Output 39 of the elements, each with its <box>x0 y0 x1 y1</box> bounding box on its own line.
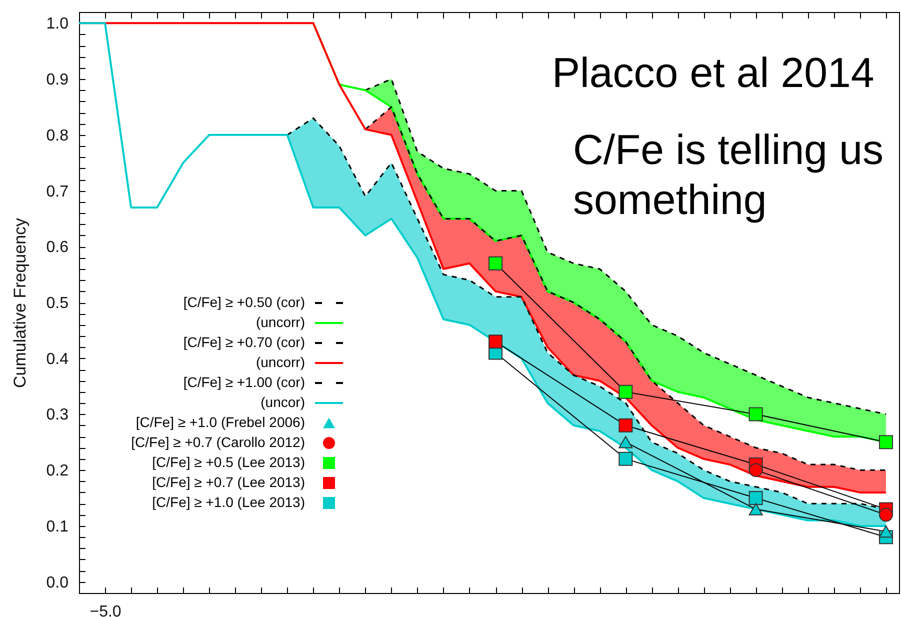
y-tick-label: 0.4 <box>46 350 69 368</box>
y-tick-label: 0.7 <box>46 183 69 200</box>
legend-label: [C/Fe] ≥ +1.0 (Frebel 2006) <box>136 414 305 430</box>
point <box>748 407 763 422</box>
point <box>878 525 893 538</box>
point <box>878 435 893 450</box>
y-tick-label: 0.5 <box>46 295 69 312</box>
point <box>618 436 633 448</box>
point <box>748 463 763 478</box>
point <box>878 508 893 522</box>
legend-label: [C/Fe] ≥ +1.0 (Lee 2013) <box>152 494 305 510</box>
legend-label: [C/Fe] ≥ +0.5 (Lee 2013) <box>152 454 305 470</box>
legend-label: [C/Fe] ≥ +0.50 (cor) <box>183 294 305 310</box>
legend-label: (uncorr) <box>256 354 305 370</box>
legend-label: (uncorr) <box>256 314 305 330</box>
annotation: C/Fe is telling us something <box>573 125 884 225</box>
y-axis-title: Cumulative Frequency <box>10 217 30 388</box>
y-tick-label: 0.9 <box>46 72 69 89</box>
legend-label: [C/Fe] ≥ +0.7 (Carollo 2012) <box>131 434 305 450</box>
legend-label: [C/Fe] ≥ +1.00 (cor) <box>183 374 305 390</box>
point <box>618 418 633 432</box>
point <box>618 452 633 466</box>
point <box>618 384 633 399</box>
point <box>748 503 763 516</box>
y-tick-label: 0.1 <box>46 518 69 536</box>
point <box>488 334 503 349</box>
y-tick-label: 0.0 <box>46 574 69 592</box>
y-tick-label: 0.6 <box>46 239 69 256</box>
point <box>488 256 503 270</box>
y-tick-label: 0.3 <box>46 406 69 424</box>
point <box>748 491 763 506</box>
x-tick-label: −5.0 <box>90 604 122 617</box>
y-tick-label: 0.2 <box>46 462 69 480</box>
y-tick-label: 0.8 <box>46 127 69 144</box>
y-tick-label: 1.0 <box>46 16 69 33</box>
legend-label: [C/Fe] ≥ +0.70 (cor) <box>183 334 305 350</box>
legend-label: (uncor) <box>260 394 305 410</box>
annotation: Placco et al 2014 <box>552 48 876 98</box>
legend-label: [C/Fe] ≥ +0.7 (Lee 2013) <box>152 474 305 490</box>
